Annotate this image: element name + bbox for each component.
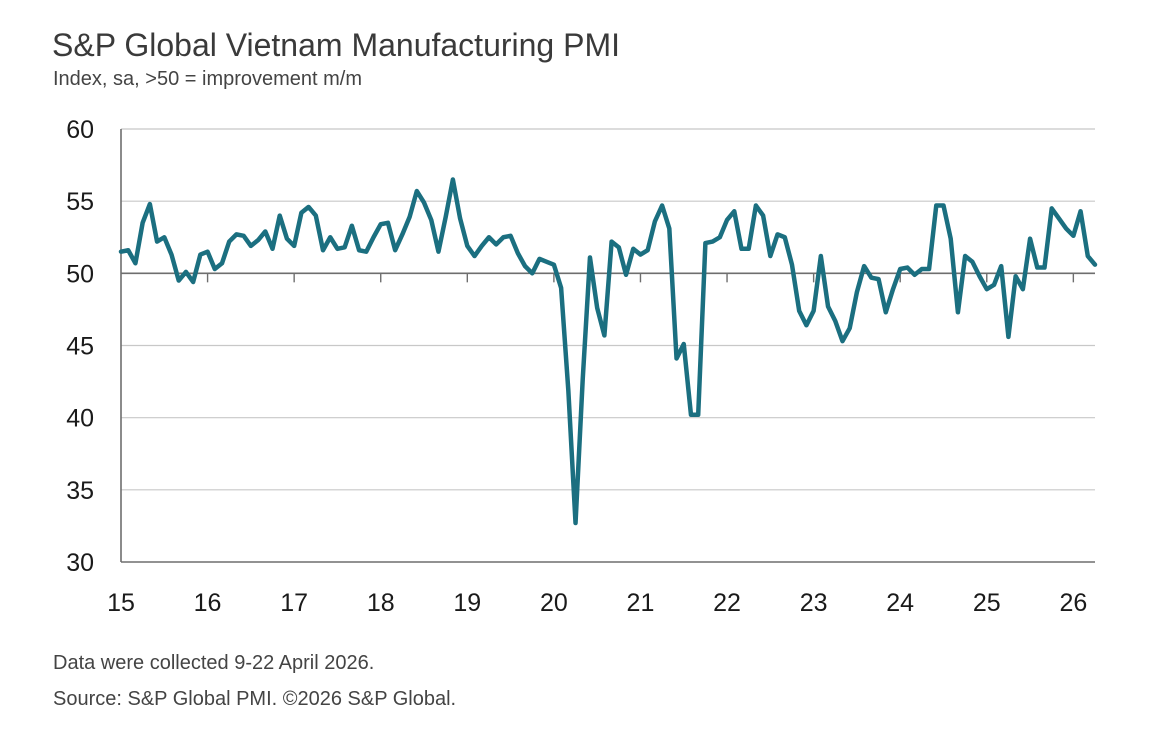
x-tick-label: 21 <box>627 589 655 617</box>
x-tick-label: 24 <box>886 589 914 617</box>
y-tick-label: 40 <box>66 405 94 433</box>
x-tick-label: 15 <box>107 589 135 617</box>
y-tick-label: 50 <box>66 260 94 288</box>
x-tick-label: 19 <box>453 589 481 617</box>
x-tick-label: 18 <box>367 589 395 617</box>
pmi-series-line <box>118 177 1098 526</box>
x-tick-label: 26 <box>1059 589 1087 617</box>
x-tick-label: 16 <box>194 589 222 617</box>
chart-title: S&P Global Vietnam Manufacturing PMI <box>52 27 620 63</box>
y-tick-label: 45 <box>66 333 94 361</box>
data-collection-note: Data were collected 9-22 April 2026. <box>53 652 375 674</box>
x-tick-label: 25 <box>973 589 1001 617</box>
y-tick-label: 35 <box>66 477 94 505</box>
chart-subtitle: Index, sa, >50 = improvement m/m <box>53 68 363 90</box>
x-axis: 15 16 17 18 19 20 21 22 23 24 25 26 <box>107 273 1095 617</box>
series-group <box>118 177 1098 526</box>
x-tick-label: 20 <box>540 589 568 617</box>
y-axis: 30 35 40 45 50 55 60 <box>66 116 122 577</box>
y-tick-label: 30 <box>66 549 94 577</box>
x-tick-label: 22 <box>713 589 741 617</box>
y-tick-label: 60 <box>66 116 94 144</box>
y-tick-label: 55 <box>66 188 94 216</box>
source-note: Source: S&P Global PMI. ©2026 S&P Global… <box>53 688 457 710</box>
grid-lines <box>121 128 1095 491</box>
x-tick-label: 23 <box>800 589 828 617</box>
x-tick-label: 17 <box>280 589 308 617</box>
